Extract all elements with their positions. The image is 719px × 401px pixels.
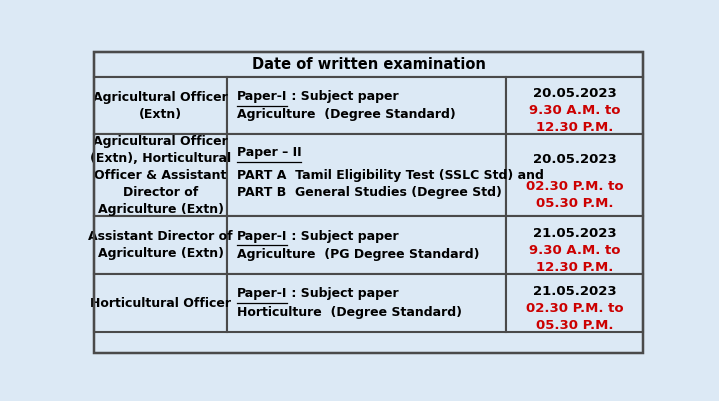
Bar [227,217,506,274]
Bar [93,77,227,134]
Bar [93,52,644,77]
Text: Paper-I: Paper-I [237,287,287,300]
Bar [93,134,227,217]
Text: Paper-I: Paper-I [237,90,287,103]
Text: 20.05.2023: 20.05.2023 [533,87,616,101]
Text: Horticulture  (Degree Standard): Horticulture (Degree Standard) [237,306,462,319]
Text: : Subject paper: : Subject paper [287,229,398,243]
Text: 20.05.2023: 20.05.2023 [533,152,616,166]
Bar [506,77,644,134]
Text: Paper – II: Paper – II [237,146,301,159]
Text: Paper-I: Paper-I [237,229,287,243]
Text: : Subject paper: : Subject paper [287,90,398,103]
Text: Date of written examination: Date of written examination [252,57,485,72]
Text: 21.05.2023: 21.05.2023 [533,285,616,298]
Bar [227,274,506,332]
Bar [506,274,644,332]
Text: PART A  Tamil Eligibility Test (SSLC Std) and
PART B  General Studies (Degree St: PART A Tamil Eligibility Test (SSLC Std)… [237,168,544,198]
Bar [227,134,506,217]
Text: Agricultural Officer
(Extn): Agricultural Officer (Extn) [93,91,228,121]
Text: 02.30 P.M. to
05.30 P.M.: 02.30 P.M. to 05.30 P.M. [526,180,623,210]
Bar [93,274,227,332]
Text: : Subject paper: : Subject paper [287,287,398,300]
Text: 9.30 A.M. to
12.30 P.M.: 9.30 A.M. to 12.30 P.M. [528,104,620,134]
Text: Agricultural Officer
(Extn), Horticultural
Officer & Assistant
Director of
Agric: Agricultural Officer (Extn), Horticultur… [90,135,231,216]
Text: Agriculture  (PG Degree Standard): Agriculture (PG Degree Standard) [237,248,479,261]
Text: Agriculture  (Degree Standard): Agriculture (Degree Standard) [237,108,455,122]
Text: 02.30 P.M. to
05.30 P.M.: 02.30 P.M. to 05.30 P.M. [526,302,623,332]
Bar [506,134,644,217]
Bar [93,217,227,274]
Text: 21.05.2023: 21.05.2023 [533,227,616,240]
Bar [227,77,506,134]
Text: 9.30 A.M. to
12.30 P.M.: 9.30 A.M. to 12.30 P.M. [528,244,620,274]
Text: Horticultural Officer: Horticultural Officer [90,297,231,310]
Text: Assistant Director of
Agriculture (Extn): Assistant Director of Agriculture (Extn) [88,230,233,260]
Bar [506,217,644,274]
